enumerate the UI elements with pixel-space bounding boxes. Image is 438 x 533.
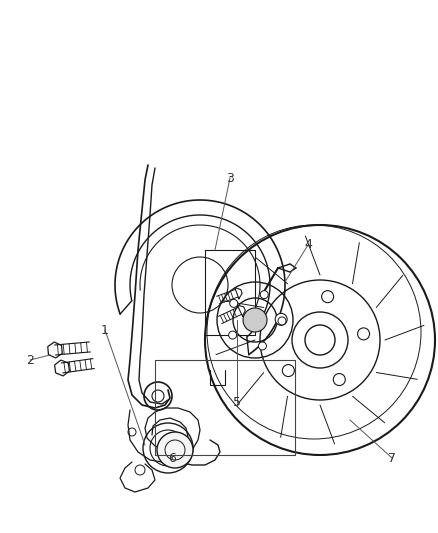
Circle shape xyxy=(243,308,267,332)
Circle shape xyxy=(357,328,370,340)
Circle shape xyxy=(157,432,193,468)
Circle shape xyxy=(230,300,238,308)
Circle shape xyxy=(260,290,268,298)
Text: 2: 2 xyxy=(26,353,34,367)
Text: 4: 4 xyxy=(304,238,312,252)
Circle shape xyxy=(229,331,237,339)
Text: 1: 1 xyxy=(101,324,109,336)
Circle shape xyxy=(333,374,345,385)
Circle shape xyxy=(321,290,334,303)
Text: 3: 3 xyxy=(226,172,234,184)
Circle shape xyxy=(278,317,286,325)
Text: 6: 6 xyxy=(168,451,176,464)
Circle shape xyxy=(305,325,335,355)
Circle shape xyxy=(275,313,287,325)
Text: 7: 7 xyxy=(388,451,396,464)
Circle shape xyxy=(258,342,266,350)
Text: 5: 5 xyxy=(233,395,241,408)
Circle shape xyxy=(283,365,294,377)
